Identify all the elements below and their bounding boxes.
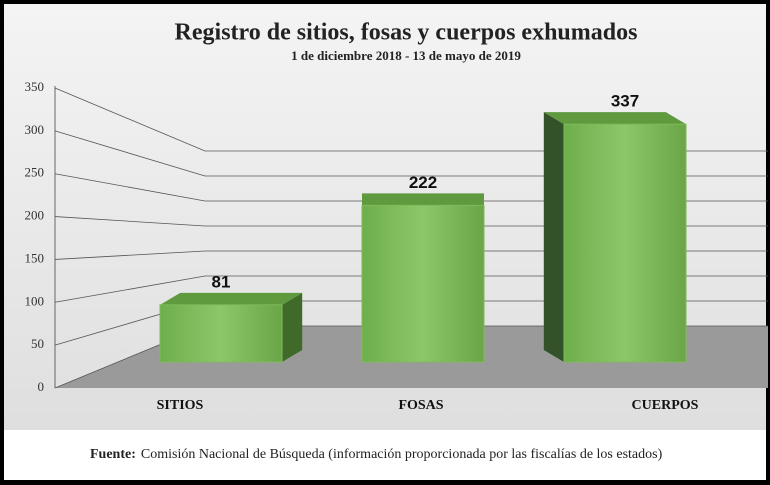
y-tick-label: 300 bbox=[25, 122, 45, 137]
footer bbox=[4, 430, 766, 480]
y-tick-label: 200 bbox=[25, 208, 45, 223]
y-tick-label: 0 bbox=[38, 379, 45, 394]
value-label: 337 bbox=[611, 92, 639, 111]
x-tick-label: SITIOS bbox=[157, 398, 204, 413]
value-label: 81 bbox=[212, 272, 231, 291]
bar-top bbox=[160, 292, 303, 305]
y-tick-label: 250 bbox=[25, 165, 45, 180]
bar-side bbox=[282, 292, 303, 362]
source: Fuente: Comisión Nacional de Búsqueda (in… bbox=[90, 447, 663, 462]
bar-top bbox=[543, 112, 686, 125]
bar-top bbox=[362, 193, 484, 206]
value-label: 222 bbox=[409, 173, 437, 192]
source-label: Fuente: bbox=[90, 447, 136, 462]
x-tick-label: FOSAS bbox=[398, 398, 443, 413]
source-text: Comisión Nacional de Búsqueda (informaci… bbox=[141, 447, 663, 462]
bar bbox=[159, 304, 283, 363]
bar bbox=[361, 204, 485, 363]
chart-title: Registro de sitios, fosas y cuerpos exhu… bbox=[175, 20, 638, 46]
x-tick-label: CUERPOS bbox=[632, 398, 699, 413]
y-tick-label: 350 bbox=[25, 79, 45, 94]
bar-side bbox=[543, 112, 564, 362]
bar bbox=[563, 123, 687, 363]
y-tick-label: 100 bbox=[25, 293, 45, 308]
y-tick-label: 50 bbox=[31, 336, 44, 351]
y-tick-label: 150 bbox=[25, 250, 45, 265]
chart-subtitle: 1 de diciembre 2018 - 13 de mayo de 2019 bbox=[291, 48, 521, 63]
